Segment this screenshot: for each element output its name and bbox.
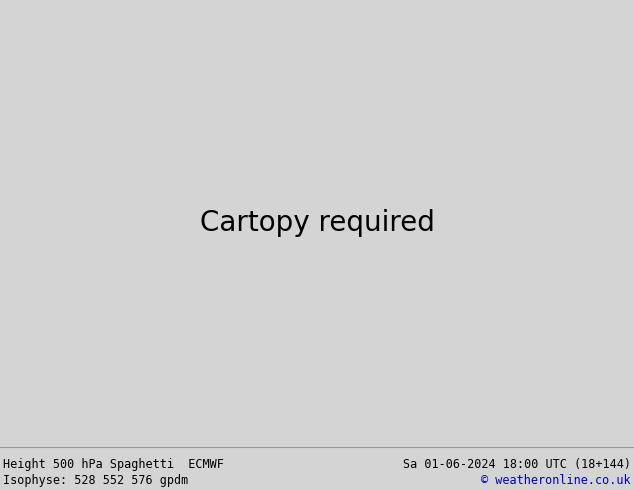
Text: © weatheronline.co.uk: © weatheronline.co.uk (481, 473, 631, 487)
Text: Cartopy required: Cartopy required (200, 209, 434, 238)
Text: Sa 01-06-2024 18:00 UTC (18+144): Sa 01-06-2024 18:00 UTC (18+144) (403, 458, 631, 471)
Text: Height 500 hPa Spaghetti  ECMWF: Height 500 hPa Spaghetti ECMWF (3, 458, 224, 471)
Text: Isophyse: 528 552 576 gpdm: Isophyse: 528 552 576 gpdm (3, 473, 188, 487)
